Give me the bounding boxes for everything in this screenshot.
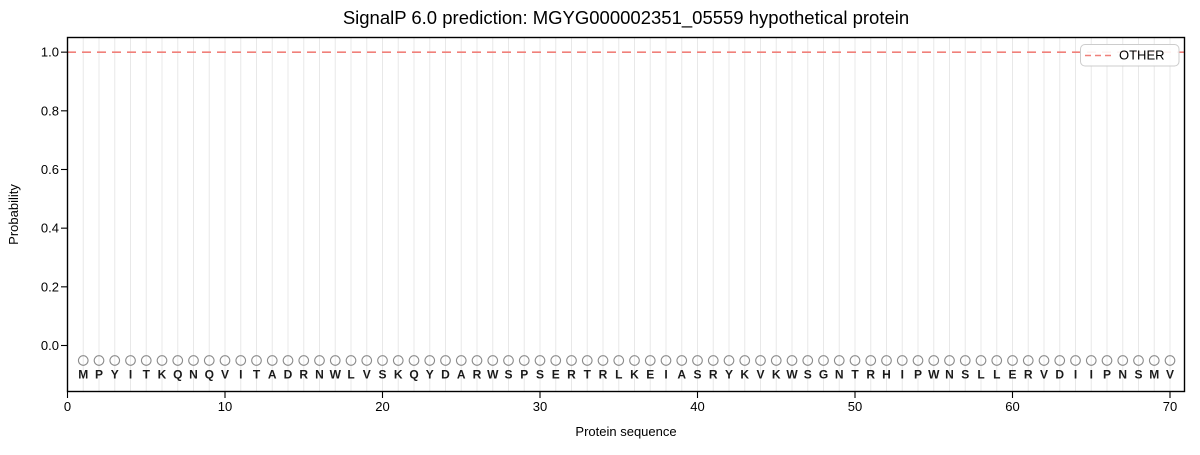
svg-text:W: W <box>330 368 342 382</box>
svg-text:Q: Q <box>173 368 182 382</box>
svg-text:1.0: 1.0 <box>41 45 59 60</box>
svg-text:OTHER: OTHER <box>1119 48 1165 63</box>
svg-text:60: 60 <box>1005 399 1019 414</box>
svg-text:S: S <box>504 368 512 382</box>
svg-text:Y: Y <box>111 368 119 382</box>
svg-text:Probability: Probability <box>6 184 21 245</box>
svg-text:I: I <box>129 368 132 382</box>
svg-text:V: V <box>1166 368 1174 382</box>
svg-text:I: I <box>1090 368 1093 382</box>
svg-text:V: V <box>363 368 371 382</box>
svg-text:L: L <box>993 368 1000 382</box>
svg-text:A: A <box>268 368 277 382</box>
svg-text:K: K <box>394 368 403 382</box>
svg-text:P: P <box>520 368 528 382</box>
svg-text:0.2: 0.2 <box>41 279 59 294</box>
svg-text:L: L <box>977 368 984 382</box>
svg-text:Y: Y <box>426 368 434 382</box>
svg-text:Protein sequence: Protein sequence <box>575 424 676 439</box>
svg-text:0.8: 0.8 <box>41 103 59 118</box>
svg-text:T: T <box>143 368 151 382</box>
svg-text:I: I <box>901 368 904 382</box>
svg-text:Y: Y <box>725 368 733 382</box>
svg-text:0: 0 <box>64 399 71 414</box>
svg-text:K: K <box>772 368 781 382</box>
svg-text:E: E <box>646 368 654 382</box>
svg-text:A: A <box>677 368 686 382</box>
svg-text:H: H <box>882 368 891 382</box>
svg-text:20: 20 <box>375 399 389 414</box>
svg-text:D: D <box>1055 368 1064 382</box>
svg-text:30: 30 <box>533 399 547 414</box>
svg-text:L: L <box>615 368 622 382</box>
svg-text:I: I <box>1074 368 1077 382</box>
svg-text:R: R <box>866 368 875 382</box>
svg-text:40: 40 <box>690 399 704 414</box>
svg-text:10: 10 <box>218 399 232 414</box>
svg-text:Q: Q <box>205 368 214 382</box>
svg-text:D: D <box>284 368 293 382</box>
svg-text:E: E <box>1008 368 1016 382</box>
svg-text:N: N <box>315 368 324 382</box>
svg-text:0.0: 0.0 <box>41 338 59 353</box>
svg-text:K: K <box>158 368 167 382</box>
svg-text:K: K <box>740 368 749 382</box>
svg-text:G: G <box>819 368 828 382</box>
svg-text:R: R <box>473 368 482 382</box>
svg-text:Q: Q <box>409 368 418 382</box>
svg-text:N: N <box>835 368 844 382</box>
svg-text:W: W <box>487 368 499 382</box>
svg-text:R: R <box>567 368 576 382</box>
svg-text:T: T <box>851 368 859 382</box>
svg-text:T: T <box>584 368 592 382</box>
svg-text:T: T <box>253 368 261 382</box>
svg-text:S: S <box>536 368 544 382</box>
svg-text:0.4: 0.4 <box>41 221 59 236</box>
svg-text:I: I <box>239 368 242 382</box>
svg-text:W: W <box>928 368 940 382</box>
svg-text:R: R <box>599 368 608 382</box>
svg-text:P: P <box>914 368 922 382</box>
svg-text:R: R <box>299 368 308 382</box>
svg-text:S: S <box>693 368 701 382</box>
svg-text:S: S <box>1134 368 1142 382</box>
svg-text:N: N <box>945 368 954 382</box>
svg-text:S: S <box>378 368 386 382</box>
svg-text:S: S <box>804 368 812 382</box>
svg-text:M: M <box>78 368 88 382</box>
svg-text:P: P <box>95 368 103 382</box>
svg-text:S: S <box>961 368 969 382</box>
svg-text:N: N <box>189 368 198 382</box>
svg-text:V: V <box>756 368 764 382</box>
svg-text:N: N <box>1118 368 1127 382</box>
svg-text:P: P <box>1103 368 1111 382</box>
svg-text:SignalP 6.0 prediction: MGYG00: SignalP 6.0 prediction: MGYG000002351_05… <box>343 7 909 29</box>
svg-text:R: R <box>1024 368 1033 382</box>
svg-text:K: K <box>630 368 639 382</box>
svg-text:W: W <box>786 368 798 382</box>
svg-text:V: V <box>221 368 229 382</box>
svg-text:D: D <box>441 368 450 382</box>
svg-text:70: 70 <box>1163 399 1177 414</box>
svg-text:E: E <box>552 368 560 382</box>
svg-text:M: M <box>1149 368 1159 382</box>
svg-text:A: A <box>457 368 466 382</box>
svg-text:R: R <box>709 368 718 382</box>
svg-text:50: 50 <box>848 399 862 414</box>
svg-text:0.6: 0.6 <box>41 162 59 177</box>
svg-text:I: I <box>664 368 667 382</box>
svg-text:L: L <box>347 368 354 382</box>
svg-text:V: V <box>1040 368 1048 382</box>
